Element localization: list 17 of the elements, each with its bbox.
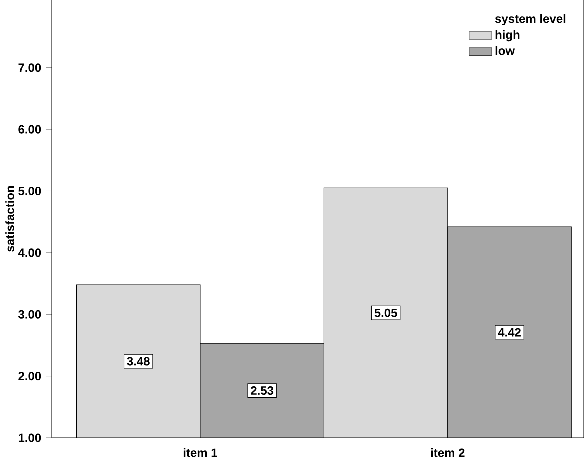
y-tick-label: 4.00: [18, 248, 42, 258]
legend-label: high: [496, 30, 520, 42]
y-tick-label: 5.00: [18, 186, 42, 196]
y-tick-label: 3.00: [18, 310, 42, 319]
legend-label: low: [496, 46, 516, 56]
data-label: 5.05: [374, 308, 398, 318]
data-label: 2.53: [251, 386, 274, 396]
x-tick-label: item 1: [184, 448, 218, 458]
data-label: 3.48: [127, 357, 150, 366]
legend-title: system level: [495, 14, 566, 26]
data-label: 4.42: [498, 328, 521, 337]
y-axis-title: satisfaction: [6, 186, 14, 252]
y-tick-label: 2.00: [18, 372, 42, 381]
y-tick-label: 1.00: [18, 434, 42, 442]
y-tick-label: 7.00: [18, 64, 42, 72]
y-tick-label: 6.00: [18, 125, 42, 134]
x-tick-label: item 2: [431, 448, 465, 458]
